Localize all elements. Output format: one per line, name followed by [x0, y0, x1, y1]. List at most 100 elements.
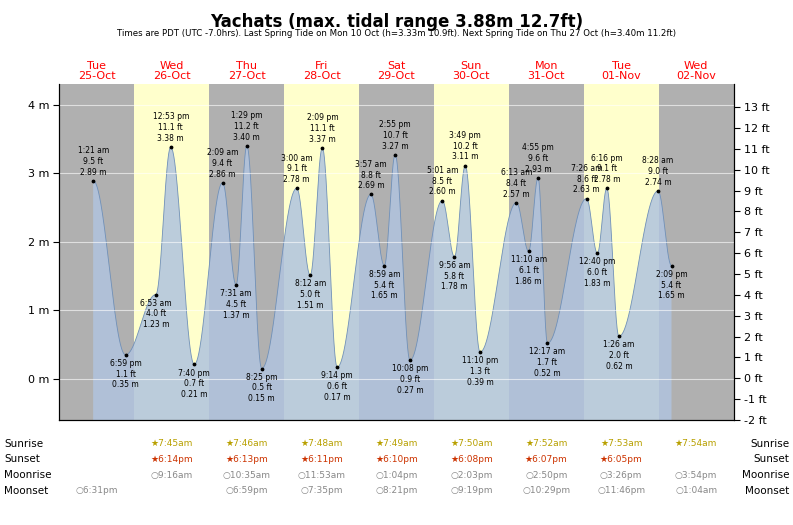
- Text: 7:26 am
8.6 ft
2.63 m: 7:26 am 8.6 ft 2.63 m: [571, 164, 603, 194]
- Text: ○8:21pm: ○8:21pm: [375, 486, 418, 496]
- Text: Fri: Fri: [315, 61, 328, 71]
- Text: ★6:07pm: ★6:07pm: [525, 455, 568, 464]
- Text: Yachats (max. tidal range 3.88m 12.7ft): Yachats (max. tidal range 3.88m 12.7ft): [210, 13, 583, 31]
- Text: Tue: Tue: [87, 61, 106, 71]
- Text: 28-Oct: 28-Oct: [303, 71, 340, 81]
- Text: Thu: Thu: [236, 61, 257, 71]
- Text: ○10:35am: ○10:35am: [223, 470, 270, 480]
- Text: 7:31 am
4.5 ft
1.37 m: 7:31 am 4.5 ft 1.37 m: [220, 289, 252, 320]
- Text: ★6:10pm: ★6:10pm: [375, 455, 418, 464]
- Text: ★6:13pm: ★6:13pm: [225, 455, 268, 464]
- Text: 2:09 am
9.4 ft
2.86 m: 2:09 am 9.4 ft 2.86 m: [207, 148, 239, 178]
- Text: ○3:26pm: ○3:26pm: [600, 470, 642, 480]
- Text: 1:29 pm
11.2 ft
3.40 m: 1:29 pm 11.2 ft 3.40 m: [231, 111, 262, 142]
- Text: Sunset: Sunset: [4, 454, 40, 465]
- Text: ○3:54pm: ○3:54pm: [675, 470, 717, 480]
- Text: Sunrise: Sunrise: [750, 438, 789, 449]
- Text: 6:16 pm
9.1 ft
2.78 m: 6:16 pm 9.1 ft 2.78 m: [591, 154, 623, 184]
- Text: ★6:08pm: ★6:08pm: [450, 455, 492, 464]
- Text: 5:01 am
8.5 ft
2.60 m: 5:01 am 8.5 ft 2.60 m: [427, 166, 458, 196]
- Text: 27-Oct: 27-Oct: [228, 71, 266, 81]
- Text: ○2:50pm: ○2:50pm: [525, 470, 568, 480]
- Text: Sun: Sun: [461, 61, 482, 71]
- Text: Wed: Wed: [159, 61, 184, 71]
- Text: ★6:11pm: ★6:11pm: [301, 455, 343, 464]
- Text: ★6:05pm: ★6:05pm: [600, 455, 642, 464]
- Text: 26-Oct: 26-Oct: [153, 71, 190, 81]
- Text: ○1:04pm: ○1:04pm: [375, 470, 418, 480]
- Text: Moonset: Moonset: [745, 486, 789, 496]
- Text: ★7:52am: ★7:52am: [525, 439, 568, 448]
- Text: Moonrise: Moonrise: [741, 470, 789, 480]
- Text: Moonrise: Moonrise: [4, 470, 52, 480]
- Bar: [509, 84, 584, 420]
- Text: 29-Oct: 29-Oct: [377, 71, 416, 81]
- Text: 8:25 pm
0.5 ft
0.15 m: 8:25 pm 0.5 ft 0.15 m: [246, 373, 278, 403]
- Text: ★7:50am: ★7:50am: [450, 439, 492, 448]
- Text: ○11:46pm: ○11:46pm: [597, 486, 646, 496]
- Text: Tue: Tue: [611, 61, 630, 71]
- Text: 2:55 pm
10.7 ft
3.27 m: 2:55 pm 10.7 ft 3.27 m: [379, 120, 411, 151]
- Bar: [434, 84, 509, 420]
- Text: 3:49 pm
10.2 ft
3.11 m: 3:49 pm 10.2 ft 3.11 m: [450, 131, 481, 162]
- Bar: [59, 84, 134, 420]
- Text: Mon: Mon: [534, 61, 558, 71]
- Text: 8:59 am
5.4 ft
1.65 m: 8:59 am 5.4 ft 1.65 m: [369, 270, 400, 300]
- Text: ★7:49am: ★7:49am: [375, 439, 418, 448]
- Text: Moonset: Moonset: [4, 486, 48, 496]
- Text: ○9:19pm: ○9:19pm: [450, 486, 492, 496]
- Bar: [134, 84, 209, 420]
- Text: ★7:48am: ★7:48am: [301, 439, 343, 448]
- Text: 9:14 pm
0.6 ft
0.17 m: 9:14 pm 0.6 ft 0.17 m: [321, 371, 353, 402]
- Text: 7:40 pm
0.7 ft
0.21 m: 7:40 pm 0.7 ft 0.21 m: [178, 369, 210, 399]
- Text: 8:28 am
9.0 ft
2.74 m: 8:28 am 9.0 ft 2.74 m: [642, 156, 674, 187]
- Text: ★7:45am: ★7:45am: [151, 439, 193, 448]
- Polygon shape: [94, 146, 672, 420]
- Text: 25-Oct: 25-Oct: [78, 71, 116, 81]
- Text: 10:08 pm
0.9 ft
0.27 m: 10:08 pm 0.9 ft 0.27 m: [392, 364, 428, 395]
- Bar: [209, 84, 284, 420]
- Text: 30-Oct: 30-Oct: [453, 71, 490, 81]
- Text: 6:59 pm
1.1 ft
0.35 m: 6:59 pm 1.1 ft 0.35 m: [109, 359, 141, 390]
- Text: 31-Oct: 31-Oct: [527, 71, 565, 81]
- Text: ★7:46am: ★7:46am: [225, 439, 268, 448]
- Text: 11:10 pm
1.3 ft
0.39 m: 11:10 pm 1.3 ft 0.39 m: [462, 356, 498, 387]
- Bar: [359, 84, 434, 420]
- Bar: [584, 84, 659, 420]
- Text: 1:21 am
9.5 ft
2.89 m: 1:21 am 9.5 ft 2.89 m: [78, 146, 109, 176]
- Text: 3:00 am
9.1 ft
2.78 m: 3:00 am 9.1 ft 2.78 m: [281, 154, 312, 184]
- Text: 3:57 am
8.8 ft
2.69 m: 3:57 am 8.8 ft 2.69 m: [355, 160, 387, 190]
- Text: ○10:29pm: ○10:29pm: [523, 486, 570, 496]
- Text: ★7:53am: ★7:53am: [600, 439, 642, 448]
- Text: Sat: Sat: [387, 61, 406, 71]
- Text: 4:55 pm
9.6 ft
2.93 m: 4:55 pm 9.6 ft 2.93 m: [522, 143, 554, 174]
- Text: ○2:03pm: ○2:03pm: [450, 470, 492, 480]
- Text: 6:53 am
4.0 ft
1.23 m: 6:53 am 4.0 ft 1.23 m: [140, 299, 171, 329]
- Text: 2:09 pm
5.4 ft
1.65 m: 2:09 pm 5.4 ft 1.65 m: [656, 270, 688, 300]
- Text: Sunset: Sunset: [753, 454, 789, 465]
- Text: 2:09 pm
11.1 ft
3.37 m: 2:09 pm 11.1 ft 3.37 m: [307, 113, 338, 144]
- Text: 12:40 pm
6.0 ft
1.83 m: 12:40 pm 6.0 ft 1.83 m: [579, 257, 615, 288]
- Text: 01-Nov: 01-Nov: [601, 71, 641, 81]
- Text: ★6:14pm: ★6:14pm: [151, 455, 193, 464]
- Text: ★7:54am: ★7:54am: [675, 439, 717, 448]
- Text: 12:53 pm
11.1 ft
3.38 m: 12:53 pm 11.1 ft 3.38 m: [152, 112, 189, 143]
- Text: Times are PDT (UTC -7.0hrs). Last Spring Tide on Mon 10 Oct (h=3.33m 10.9ft). Ne: Times are PDT (UTC -7.0hrs). Last Spring…: [117, 29, 676, 38]
- Text: 12:17 am
1.7 ft
0.52 m: 12:17 am 1.7 ft 0.52 m: [530, 348, 565, 378]
- Text: ○1:04am: ○1:04am: [675, 486, 717, 496]
- Text: ○6:59pm: ○6:59pm: [225, 486, 268, 496]
- Text: ○6:31pm: ○6:31pm: [75, 486, 118, 496]
- Text: Wed: Wed: [684, 61, 708, 71]
- Text: 8:12 am
5.0 ft
1.51 m: 8:12 am 5.0 ft 1.51 m: [294, 279, 326, 310]
- Text: 9:56 am
5.8 ft
1.78 m: 9:56 am 5.8 ft 1.78 m: [439, 261, 470, 291]
- Bar: [659, 84, 734, 420]
- Text: ○9:16am: ○9:16am: [151, 470, 193, 480]
- Text: 11:10 am
6.1 ft
1.86 m: 11:10 am 6.1 ft 1.86 m: [511, 256, 546, 286]
- Text: ○7:35pm: ○7:35pm: [301, 486, 343, 496]
- Text: ○11:53am: ○11:53am: [297, 470, 346, 480]
- Text: Sunrise: Sunrise: [4, 438, 43, 449]
- Text: 02-Nov: 02-Nov: [676, 71, 716, 81]
- Text: 6:13 am
8.4 ft
2.57 m: 6:13 am 8.4 ft 2.57 m: [500, 168, 532, 198]
- Text: 1:26 am
2.0 ft
0.62 m: 1:26 am 2.0 ft 0.62 m: [603, 340, 634, 371]
- Bar: [284, 84, 359, 420]
